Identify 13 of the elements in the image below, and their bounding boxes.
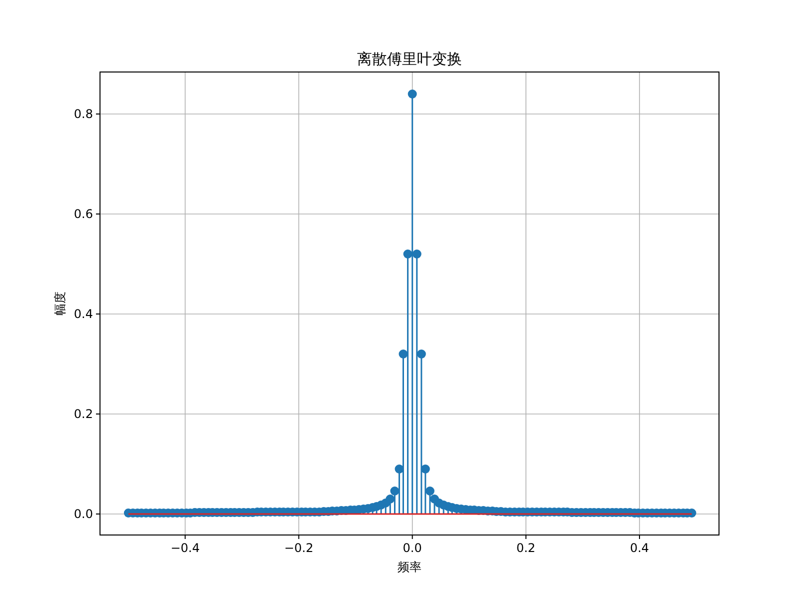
y-axis-title: 幅度 <box>53 292 67 316</box>
y-tick-label: 0.8 <box>74 107 93 122</box>
y-tick-label: 0.0 <box>74 507 93 522</box>
y-tick-label: 0.4 <box>74 307 93 322</box>
y-tick-label: 0.2 <box>74 407 93 422</box>
x-tick-label: 0.4 <box>630 541 650 555</box>
y-tick-label: 0.6 <box>74 207 93 222</box>
x-axis-title: 频率 <box>398 560 422 574</box>
x-tick-label: 0.2 <box>516 541 536 555</box>
chart-title: 离散傅里叶变换 <box>357 50 462 68</box>
x-tick-label: 0.0 <box>402 541 422 555</box>
x-tick-label: −0.2 <box>284 541 314 555</box>
x-tick-label: −0.4 <box>170 541 200 555</box>
